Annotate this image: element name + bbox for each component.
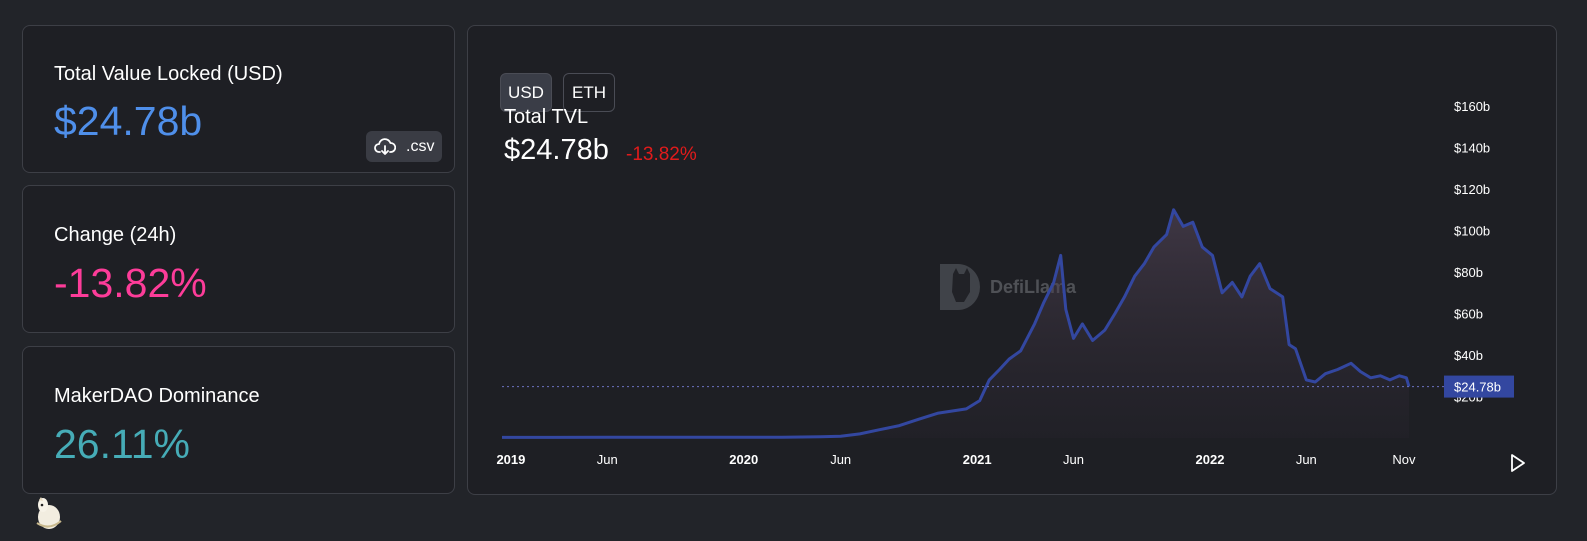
- tvl-area: [502, 209, 1409, 438]
- chart-card: USD ETH Total TVL $24.78b -13.82% DefiLl…: [467, 25, 1557, 495]
- llama-logo-icon: [940, 264, 980, 310]
- x-tick-label: Jun: [597, 452, 618, 467]
- y-tick-label: $140b: [1454, 141, 1490, 156]
- y-tick-label: $160b: [1454, 99, 1490, 114]
- cloud-download-icon: [374, 137, 396, 155]
- stat-card-tvl: Total Value Locked (USD) $24.78b .csv: [22, 25, 455, 173]
- y-tick-label: $80b: [1454, 265, 1483, 280]
- dominance-label: MakerDAO Dominance: [54, 385, 260, 407]
- chart-change-value: -13.82%: [626, 144, 697, 165]
- x-tick-label: Jun: [830, 452, 851, 467]
- y-tick-label: $100b: [1454, 224, 1490, 239]
- last-value-badge: [1444, 375, 1514, 398]
- change-label: Change (24h): [54, 224, 177, 246]
- x-tick-label: Jun: [1063, 452, 1084, 467]
- last-value-label: $24.78b: [1454, 380, 1501, 395]
- x-tick-label: Nov: [1392, 452, 1416, 467]
- tvl-label: Total Value Locked (USD): [54, 63, 283, 85]
- tvl-chart: $20b$40b$60b$80b$100b$120b$140b$160b$24.…: [496, 99, 1514, 467]
- change-value: -13.82%: [54, 260, 207, 306]
- x-tick-label: Jun: [1296, 452, 1317, 467]
- dominance-value: 26.11%: [54, 421, 191, 467]
- y-tick-label: $120b: [1454, 182, 1490, 197]
- csv-label: .csv: [406, 137, 435, 155]
- x-tick-label: 2020: [729, 452, 758, 467]
- y-tick-label: $60b: [1454, 307, 1483, 322]
- y-tick-label: $40b: [1454, 348, 1483, 363]
- usd-toggle-button[interactable]: USD: [500, 73, 552, 112]
- download-csv-button[interactable]: .csv: [366, 131, 442, 162]
- chart-total-value: $24.78b: [504, 134, 609, 166]
- x-tick-label: 2019: [496, 452, 525, 467]
- chart-title: Total TVL: [504, 106, 589, 128]
- x-tick-label: 2022: [1196, 452, 1225, 467]
- stat-card-dominance: MakerDAO Dominance 26.11%: [22, 346, 455, 494]
- play-icon[interactable]: [1506, 452, 1528, 474]
- x-tick-label: 2021: [963, 452, 992, 467]
- tvl-value: $24.78b: [54, 98, 203, 144]
- llama-avatar-icon: [36, 497, 62, 529]
- stat-card-change: Change (24h) -13.82%: [22, 185, 455, 333]
- eth-toggle-button[interactable]: ETH: [563, 73, 615, 112]
- tvl-series-line: [502, 208, 1411, 439]
